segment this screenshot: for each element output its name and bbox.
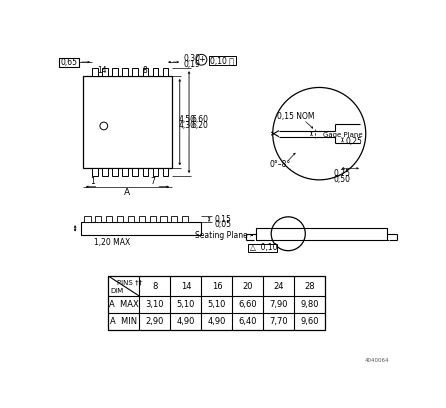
Text: 0,15: 0,15	[215, 215, 231, 224]
Bar	[248, 244, 277, 252]
Text: 0,50: 0,50	[334, 175, 351, 184]
Bar	[132, 68, 138, 76]
Text: 4040064: 4040064	[365, 357, 390, 363]
Bar	[83, 76, 172, 169]
Text: 2,90: 2,90	[146, 317, 164, 326]
Text: 8: 8	[143, 66, 148, 75]
Text: 28: 28	[305, 282, 315, 290]
Text: 7,70: 7,70	[270, 317, 288, 326]
Bar	[95, 216, 102, 222]
Bar	[112, 68, 118, 76]
Text: PINS ††: PINS ††	[117, 279, 142, 285]
Text: 4,30: 4,30	[179, 122, 196, 131]
Text: 0,05: 0,05	[215, 220, 231, 229]
Text: 6,40: 6,40	[239, 317, 257, 326]
Bar	[171, 216, 178, 222]
Bar	[122, 68, 128, 76]
Bar	[143, 68, 148, 76]
Text: 0°–8°: 0°–8°	[270, 160, 291, 169]
Text: 5,10: 5,10	[208, 300, 226, 309]
Bar	[106, 216, 112, 222]
Text: 0,30: 0,30	[184, 55, 201, 64]
Text: △  0,10: △ 0,10	[250, 243, 277, 252]
Bar	[256, 228, 388, 240]
Text: 0,75: 0,75	[334, 169, 351, 178]
Bar	[182, 216, 188, 222]
Text: Gage Plane: Gage Plane	[323, 132, 363, 138]
Text: 0,25: 0,25	[346, 137, 363, 146]
Text: DIM: DIM	[111, 288, 124, 294]
Text: 4,90: 4,90	[177, 317, 195, 326]
Text: 4,90: 4,90	[208, 317, 226, 326]
Text: 16: 16	[212, 282, 222, 290]
Bar	[153, 169, 158, 176]
Text: 24: 24	[274, 282, 284, 290]
Bar	[108, 276, 326, 330]
Bar	[84, 216, 91, 222]
Text: 5,10: 5,10	[177, 300, 195, 309]
Bar	[117, 216, 123, 222]
Text: 6,60: 6,60	[239, 300, 257, 309]
Text: A  MIN: A MIN	[111, 317, 137, 326]
Text: 20: 20	[243, 282, 253, 290]
Bar	[163, 68, 168, 76]
Bar	[143, 169, 148, 176]
Bar	[92, 68, 98, 76]
Bar	[153, 68, 158, 76]
Text: Seating Plane: Seating Plane	[195, 231, 248, 240]
Text: A: A	[124, 188, 131, 197]
Bar	[209, 56, 236, 65]
Text: 6,60: 6,60	[191, 115, 208, 124]
Text: 1,20 MAX: 1,20 MAX	[94, 238, 130, 247]
Bar	[163, 169, 168, 176]
Bar	[112, 169, 118, 176]
Bar	[59, 58, 79, 67]
Bar	[122, 169, 128, 176]
Bar	[128, 216, 134, 222]
Bar	[149, 216, 156, 222]
Text: 0,19: 0,19	[184, 60, 201, 69]
Text: 9,60: 9,60	[301, 317, 319, 326]
Bar	[102, 169, 107, 176]
Bar	[132, 169, 138, 176]
Text: 7,90: 7,90	[270, 300, 288, 309]
Text: 9,80: 9,80	[301, 300, 319, 309]
Text: 3,10: 3,10	[146, 300, 164, 309]
Text: 7: 7	[150, 177, 155, 186]
Bar	[102, 68, 107, 76]
Text: 1: 1	[90, 177, 95, 186]
Text: 8: 8	[152, 282, 157, 290]
Text: 6,20: 6,20	[191, 122, 208, 131]
Text: 4,50: 4,50	[179, 115, 196, 124]
Text: A  MAX: A MAX	[109, 300, 139, 309]
Bar	[161, 216, 166, 222]
Bar	[139, 216, 145, 222]
Text: 0,15 NOM: 0,15 NOM	[277, 112, 315, 121]
Text: 0,10 Ⓜ: 0,10 Ⓜ	[211, 56, 234, 65]
Text: 14: 14	[181, 282, 191, 290]
Bar	[81, 222, 202, 235]
Text: 14: 14	[97, 66, 107, 75]
Text: +: +	[198, 55, 205, 64]
Bar	[92, 169, 98, 176]
Text: 0,65: 0,65	[60, 58, 78, 67]
